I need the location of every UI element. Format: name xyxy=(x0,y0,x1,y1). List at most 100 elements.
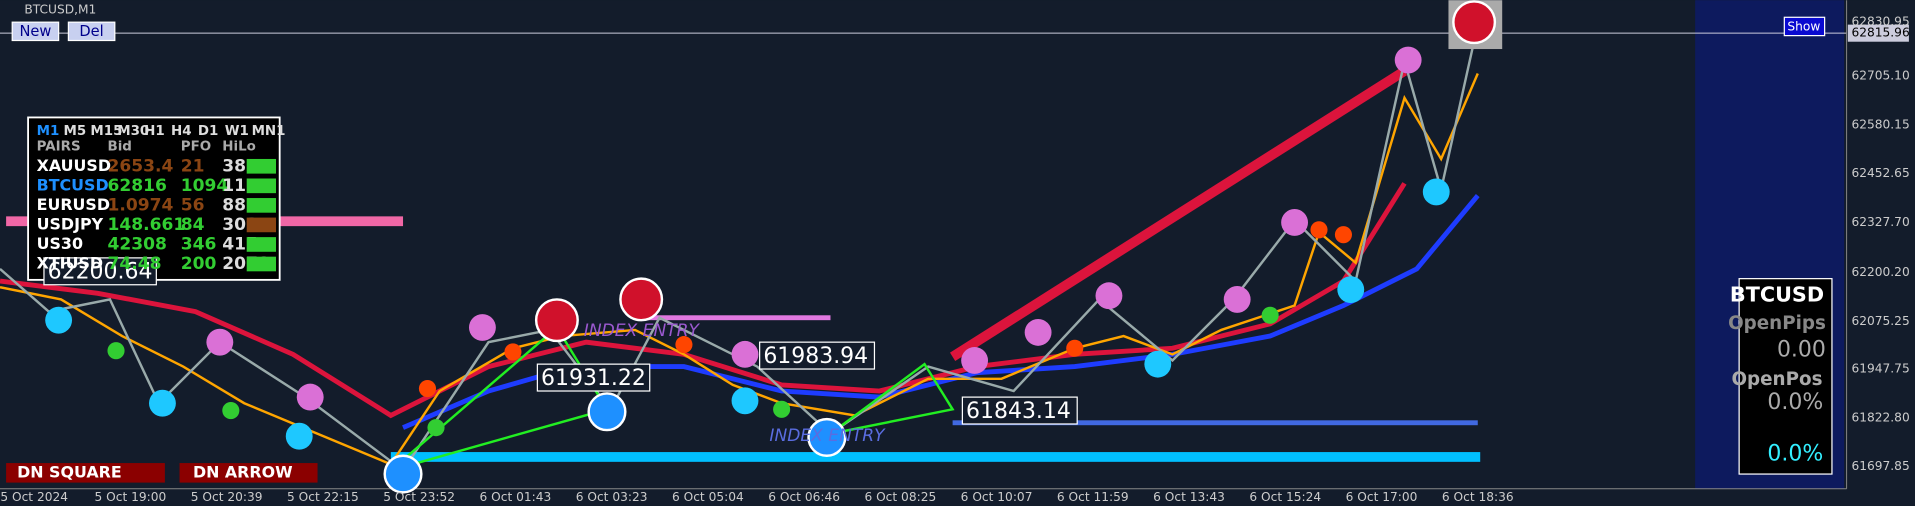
time-label: 6 Oct 06:46 xyxy=(768,490,840,504)
price-label: 62075.25 xyxy=(1851,314,1909,328)
marker xyxy=(148,389,176,417)
time-label: 5 Oct 19:00 xyxy=(95,490,167,504)
marker xyxy=(1144,350,1172,378)
time-label: 6 Oct 11:59 xyxy=(1057,490,1129,504)
price-label: 61947.75 xyxy=(1851,362,1909,376)
button[interactable] xyxy=(1783,16,1826,37)
time-label: 5 Oct 20:39 xyxy=(191,490,263,504)
pair: BTCUSD xyxy=(37,175,109,194)
marker xyxy=(1281,209,1309,236)
down-arrow xyxy=(1452,0,1497,45)
time-label: 6 Oct 03:23 xyxy=(576,490,648,504)
time-label: 6 Oct 01:43 xyxy=(479,490,551,504)
cell: 42308 xyxy=(107,234,166,254)
markers xyxy=(45,46,1450,450)
price-tag xyxy=(536,363,651,392)
value: 0.0% xyxy=(1767,442,1823,467)
price-label: 62452.65 xyxy=(1851,166,1909,180)
time-label: 5 Oct 22:15 xyxy=(287,490,359,504)
price-label: 61822.80 xyxy=(1851,410,1909,424)
show-button[interactable]: Show xyxy=(1787,20,1820,34)
panel xyxy=(27,116,281,281)
cell: 74.48 xyxy=(107,254,161,274)
pair: USDJPY xyxy=(37,214,104,233)
zone-line xyxy=(952,420,1478,426)
cell: 21 xyxy=(181,156,205,176)
marker xyxy=(675,336,693,354)
price-label: 62830.95 xyxy=(1851,15,1909,29)
price-label: 62200.20 xyxy=(1851,265,1909,279)
timeframe: M30 xyxy=(117,124,149,139)
status-bar xyxy=(246,217,277,233)
up-arrow xyxy=(807,417,847,457)
price-line xyxy=(0,24,1479,473)
column-header: PFO xyxy=(181,140,211,155)
cell: 84 xyxy=(181,215,205,235)
time-label: 6 Oct 10:07 xyxy=(961,490,1033,504)
marker xyxy=(1095,282,1123,310)
ma-line xyxy=(0,182,1407,419)
time-label: 5 Oct 2024 xyxy=(0,490,68,504)
current-price: 62815.96 xyxy=(1851,26,1909,40)
timeframe: D1 xyxy=(198,124,218,139)
column-header: HiLo xyxy=(222,140,256,155)
label: OpenPos xyxy=(1732,369,1823,390)
price-tag xyxy=(961,396,1078,425)
price-label: 61697.85 xyxy=(1851,459,1909,473)
marker xyxy=(1422,178,1450,206)
marker xyxy=(1024,318,1052,346)
time-label: 6 Oct 13:43 xyxy=(1153,490,1225,504)
marker xyxy=(1334,226,1352,244)
cell: 62816 xyxy=(107,176,166,196)
marker xyxy=(1223,285,1251,313)
signal: DN SQUARE xyxy=(17,462,122,481)
status-bar xyxy=(246,178,277,194)
price-tag xyxy=(43,257,157,286)
annotation: INDEX ENTRY xyxy=(584,321,701,341)
column-header: Bid xyxy=(107,140,131,155)
marker xyxy=(468,314,496,341)
up-arrow xyxy=(383,454,423,494)
pair: XAUUSD xyxy=(37,156,111,175)
button[interactable] xyxy=(11,21,60,42)
cell: 1094 xyxy=(181,176,229,196)
status-bar xyxy=(246,158,277,174)
price-tag-label: 62200.64 xyxy=(48,260,153,285)
up-arrow xyxy=(587,392,627,432)
marker xyxy=(1310,221,1328,239)
down-arrow xyxy=(534,298,579,343)
timeframe: W1 xyxy=(225,124,249,139)
arrows xyxy=(383,0,1503,494)
down-arrow xyxy=(619,277,664,322)
time-label: 6 Oct 15:24 xyxy=(1249,490,1321,504)
cell: 200 xyxy=(181,254,217,274)
price-label: 62580.15 xyxy=(1851,117,1909,131)
cell: 2653.4 xyxy=(107,156,173,176)
button-label[interactable]: New xyxy=(19,23,51,40)
status-bar xyxy=(246,256,277,272)
cell: 1.0974 xyxy=(107,195,173,215)
signal-box xyxy=(6,463,165,483)
marker xyxy=(296,383,324,411)
marker xyxy=(45,306,73,334)
pair: XTIUSD xyxy=(37,253,103,272)
marker xyxy=(961,347,989,374)
status-bar xyxy=(246,198,277,213)
marker xyxy=(222,401,240,420)
timeframe: M5 xyxy=(64,124,87,139)
symbol: BTCUSD,M1 xyxy=(24,2,96,16)
marker xyxy=(107,342,125,360)
pair: US30 xyxy=(37,234,83,253)
button[interactable] xyxy=(67,21,116,42)
zone-line xyxy=(390,452,1481,462)
cell: 148.661 xyxy=(107,215,185,235)
timeframe: M1 xyxy=(37,124,60,139)
cell: 346 xyxy=(181,234,217,254)
price-tag-label: 61931.22 xyxy=(541,366,646,391)
button-label[interactable]: Del xyxy=(79,23,103,40)
pattern xyxy=(829,362,955,435)
timeframe: MN1 xyxy=(252,124,286,139)
marker xyxy=(206,328,234,356)
timeframe: H4 xyxy=(171,124,192,139)
